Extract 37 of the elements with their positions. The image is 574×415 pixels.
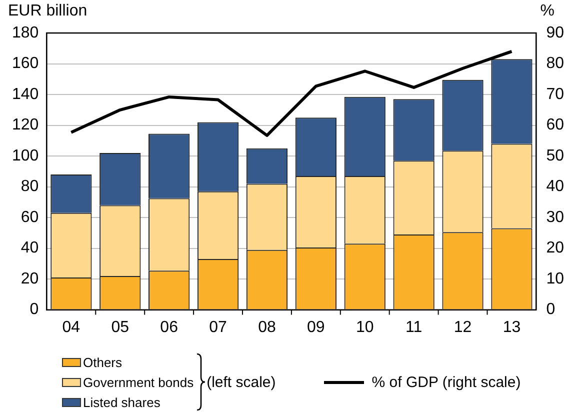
y-tick-label: 180 <box>12 24 39 42</box>
x-tick-label: 11 <box>406 318 422 336</box>
y2-axis-title: % <box>540 2 554 20</box>
x-tick-label: 09 <box>307 318 325 336</box>
y2-tick-label: 10 <box>546 270 564 288</box>
y-tick-label: 120 <box>12 116 39 134</box>
x-tick-label: 08 <box>258 318 276 336</box>
y2-tick-label: 70 <box>546 86 564 103</box>
y-tick-label: 60 <box>20 208 39 226</box>
legend-label: % of GDP (right scale) <box>372 374 521 390</box>
y-tick-label: 20 <box>20 270 39 288</box>
y-tick-label: 0 <box>30 301 39 318</box>
legend-label: Government bonds <box>83 374 194 390</box>
y2-tick-label: 80 <box>546 55 564 72</box>
y-tick-label: 160 <box>12 55 39 72</box>
x-tick-label: 13 <box>502 318 521 336</box>
y-tick-label: 140 <box>12 86 39 103</box>
y2-tick-label: 30 <box>546 208 564 226</box>
y2-tick-label: 50 <box>546 147 564 164</box>
x-tick-label: 10 <box>356 318 374 336</box>
y2-tick-label: 20 <box>546 240 564 257</box>
y-tick-label: 80 <box>20 178 39 196</box>
x-tick-label: 07 <box>209 318 228 336</box>
text: (left scale) <box>206 374 276 390</box>
x-tick-label: 05 <box>111 318 130 336</box>
y2-tick-label: 0 <box>546 301 556 318</box>
x-tick-label: 04 <box>62 318 80 336</box>
x-tick-label: 12 <box>454 318 472 336</box>
y-axis-title: EUR billion <box>8 2 88 20</box>
y-tick-label: 100 <box>12 147 39 164</box>
y2-tick-label: 60 <box>546 116 564 134</box>
x-tick-label: 06 <box>160 318 178 336</box>
legend-label: Others <box>83 354 122 370</box>
y-tick-label: 40 <box>20 240 39 257</box>
y2-tick-label: 90 <box>546 24 564 42</box>
legend-label: Listed shares <box>83 394 160 410</box>
y2-tick-label: 40 <box>546 178 564 196</box>
